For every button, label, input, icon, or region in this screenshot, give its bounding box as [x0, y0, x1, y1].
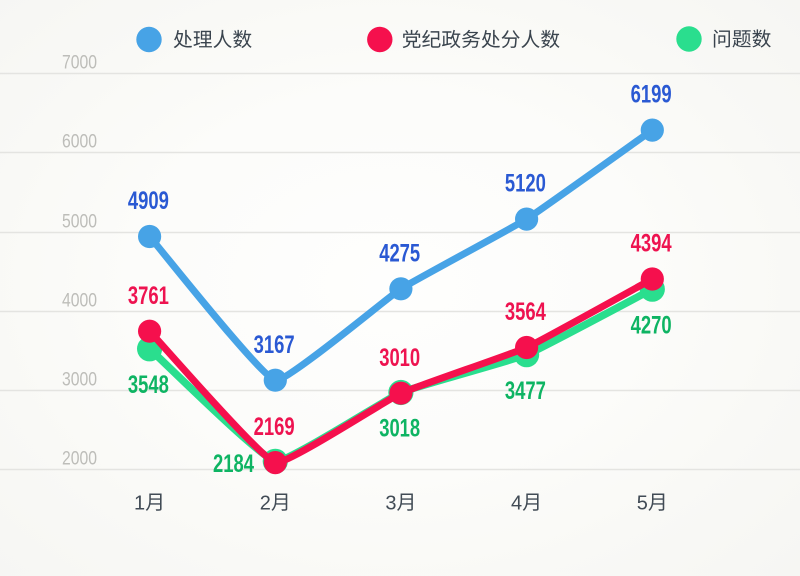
- svg-text:3761: 3761: [128, 282, 169, 310]
- svg-text:3000: 3000: [62, 370, 97, 391]
- svg-text:2184: 2184: [213, 450, 254, 478]
- svg-text:5000: 5000: [62, 212, 97, 233]
- svg-text:3018: 3018: [379, 415, 420, 443]
- svg-text:2000: 2000: [62, 449, 97, 470]
- svg-text:3477: 3477: [505, 377, 546, 405]
- svg-text:4394: 4394: [631, 230, 672, 258]
- svg-text:4: 4: [511, 492, 522, 514]
- svg-text:3: 3: [385, 492, 396, 514]
- svg-text:5: 5: [637, 492, 648, 514]
- svg-text:4270: 4270: [631, 311, 672, 339]
- svg-text:6199: 6199: [631, 81, 672, 109]
- svg-text:4275: 4275: [379, 239, 420, 267]
- svg-text:3548: 3548: [128, 371, 169, 399]
- svg-text:3010: 3010: [379, 344, 420, 372]
- svg-text:2169: 2169: [254, 413, 295, 441]
- svg-text:7000: 7000: [62, 53, 97, 74]
- svg-text:5120: 5120: [505, 170, 546, 198]
- svg-text:4000: 4000: [62, 291, 97, 312]
- svg-text:4909: 4909: [128, 187, 169, 215]
- svg-text:1: 1: [134, 492, 145, 514]
- svg-text:6000: 6000: [62, 132, 97, 153]
- svg-text:3564: 3564: [505, 298, 546, 326]
- svg-text:3167: 3167: [254, 331, 295, 359]
- svg-text:2: 2: [260, 492, 271, 514]
